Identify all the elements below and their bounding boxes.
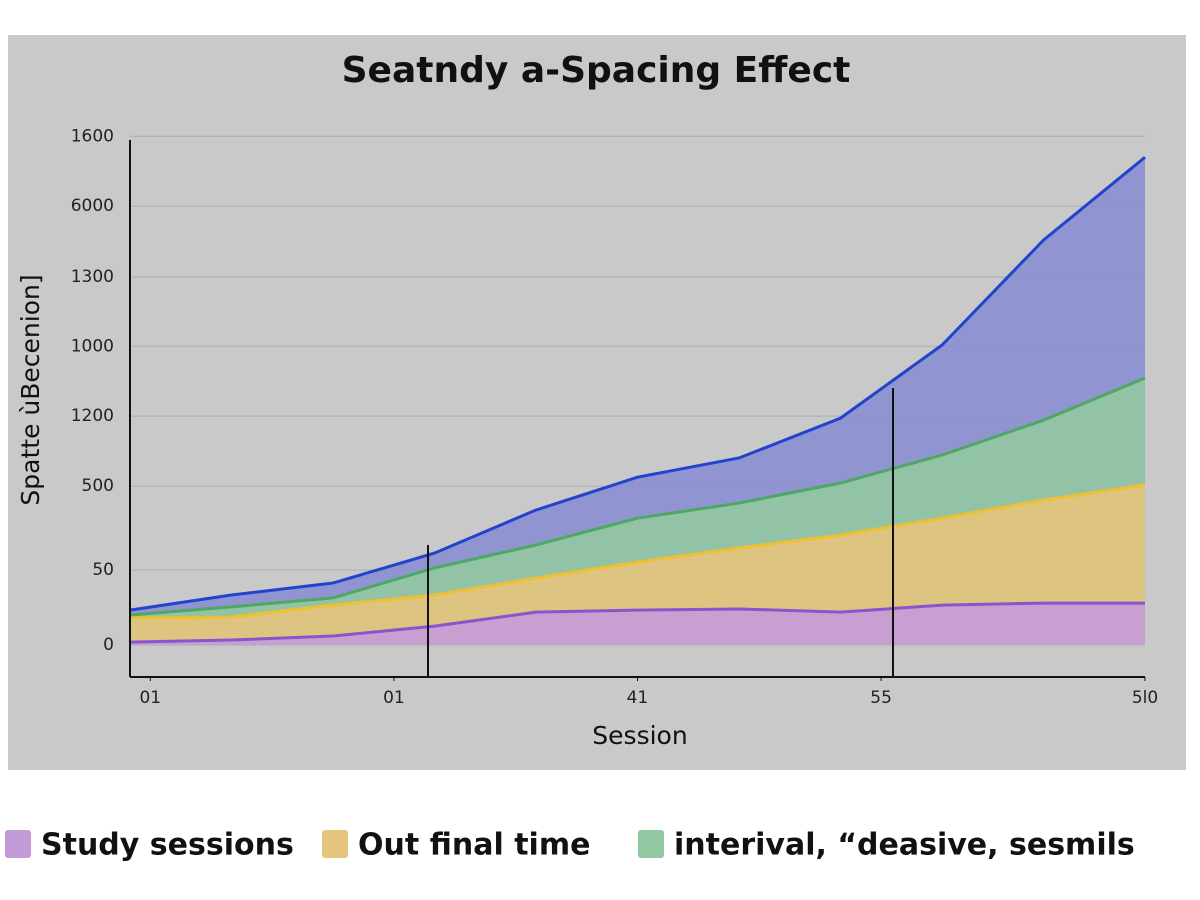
x-tick-label: 01 (383, 688, 405, 708)
y-axis-label: Spatte ùBecenion] (16, 274, 45, 505)
legend-label: Study sessions (41, 828, 294, 863)
y-tick-label: 1200 (71, 406, 114, 426)
legend-label: Out final time (358, 828, 590, 863)
y-tick-label: 500 (82, 476, 114, 496)
y-tick-label: 1600 (71, 126, 114, 146)
area (130, 603, 1145, 646)
legend: Study sessions Out final time interival, “… (5, 828, 1135, 863)
legend-label: interival, “deasive, sesmils (674, 828, 1135, 863)
x-tick-label: 55 (870, 688, 892, 708)
legend-swatch (5, 830, 31, 858)
y-tick-label: 1000 (71, 336, 114, 356)
x-axis-label: Session (592, 721, 687, 750)
y-tick-label: 50 (92, 560, 114, 580)
areas (129, 156, 1146, 646)
line (129, 601, 1145, 644)
line (129, 156, 1146, 612)
area (130, 485, 1145, 646)
x-tick-label: 5l0 (1132, 688, 1158, 708)
line (129, 483, 1146, 620)
y-tick-label: 0 (103, 635, 114, 655)
y-tick-label: 6000 (71, 196, 114, 216)
x-tick-label: 01 (139, 688, 161, 708)
line (129, 376, 1146, 617)
chart-title: Seatndy a-Spacing Effect (342, 50, 851, 91)
legend-swatch (322, 830, 348, 858)
legend-swatch (638, 830, 664, 858)
ticks: 0 50 500 1200 1000 1300 6000 1600 01 01 41 55 5l0 (71, 126, 1158, 708)
x-tick-label: 41 (627, 688, 649, 708)
y-tick-label: 1300 (71, 267, 114, 287)
